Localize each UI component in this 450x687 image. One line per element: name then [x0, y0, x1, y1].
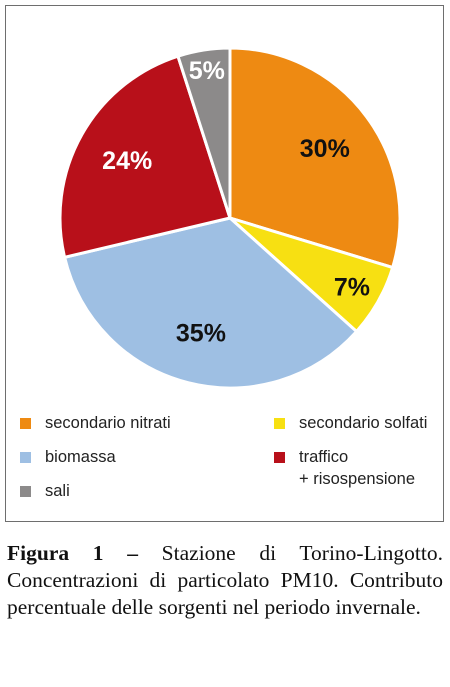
figure-label: Figura 1 –: [7, 541, 138, 565]
slice-label-biomassa: 35%: [176, 319, 226, 347]
caption-text: Stazione di Torino-Lingotto. Concentrazi…: [7, 541, 444, 619]
legend-label: biomassa: [45, 448, 116, 466]
slice-label-traffico: 24%: [102, 147, 152, 175]
legend-swatch: [20, 486, 31, 497]
legend-label: sali: [45, 482, 70, 500]
legend-swatch: [274, 418, 285, 429]
legend-swatch: [20, 452, 31, 463]
legend-item-sali: sali: [20, 480, 70, 502]
pie-slice-sali: [176, 46, 232, 219]
pie-slice-traffico: [58, 54, 232, 260]
pie-chart: 30% 7% 35% 24% 5%: [58, 46, 402, 390]
legend-label: secondario nitrati: [45, 414, 171, 432]
legend-item-secondario-nitrati: secondario nitrati: [20, 412, 171, 434]
slice-label-secondario-solfati: 7%: [334, 274, 370, 302]
legend-item-biomassa: biomassa: [20, 446, 116, 468]
legend-label: traffico + risospensione: [299, 448, 416, 488]
pie-slice-secondario-nitrati: [228, 46, 402, 270]
slice-label-secondario-nitrati: 30%: [300, 135, 350, 163]
chart-frame: 30% 7% 35% 24% 5% secondario nitrati biomass…: [5, 5, 444, 522]
legend-label: secondario solfati: [299, 414, 428, 432]
figure-caption: Figura 1 – Stazione di Torino-Lingotto. …: [7, 540, 443, 621]
legend-swatch: [20, 418, 31, 429]
legend-item-traffico: traffico + risospensione: [274, 446, 415, 490]
pie-slice-biomassa: [62, 216, 359, 390]
slice-label-sali: 5%: [189, 57, 225, 85]
legend-item-secondario-solfati: secondario solfati: [274, 412, 427, 434]
legend-swatch: [274, 452, 285, 463]
